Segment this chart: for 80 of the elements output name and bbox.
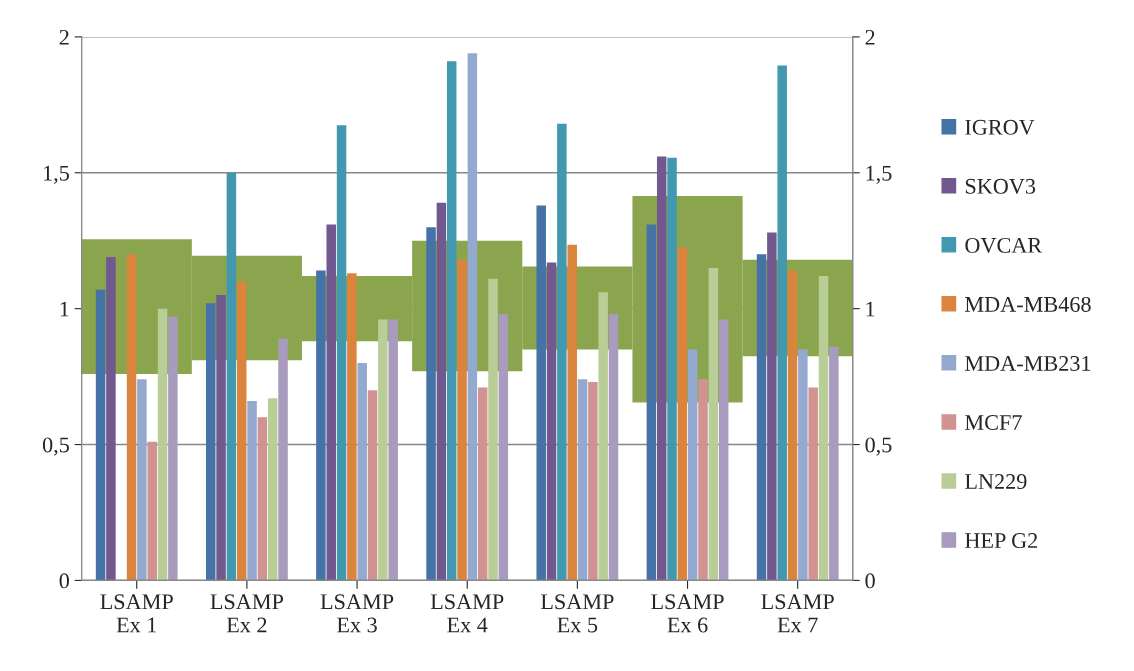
bar	[216, 295, 226, 581]
bar	[168, 316, 178, 581]
bar	[808, 387, 818, 581]
bar	[316, 270, 326, 581]
bar	[756, 254, 767, 581]
legend-label: LN229	[965, 474, 1027, 489]
bar	[205, 303, 216, 581]
bar	[457, 259, 467, 581]
bar	[477, 387, 488, 581]
bar	[708, 267, 719, 581]
bar	[357, 363, 367, 581]
bar	[598, 292, 608, 581]
bar	[367, 390, 378, 581]
bar	[247, 401, 257, 581]
bar	[236, 281, 247, 581]
bar	[646, 224, 657, 581]
y-tick-label: 0	[59, 573, 69, 589]
bar	[257, 417, 268, 581]
bar	[577, 379, 588, 581]
bar	[588, 382, 598, 581]
y2-tick-label: 0,5	[865, 437, 892, 456]
bar	[106, 257, 116, 581]
y2-tick-label: 2	[865, 29, 875, 45]
x-tick-label: LSAMP Ex 6	[651, 594, 724, 633]
y-tick-label: 0,5	[42, 437, 69, 456]
bar	[226, 172, 237, 581]
bar	[798, 349, 808, 581]
x-tick-label: LSAMP Ex 7	[761, 594, 834, 633]
bar	[698, 379, 708, 581]
bar	[426, 227, 436, 581]
x-tick-label: LSAMP Ex 1	[100, 594, 173, 633]
x-tick-label: LSAMP Ex 5	[540, 594, 614, 633]
bar	[536, 205, 546, 581]
bar	[388, 319, 398, 581]
bar	[488, 278, 498, 581]
bar	[829, 346, 839, 581]
bar	[546, 262, 557, 581]
legend-label: MDA-MB231	[965, 355, 1091, 371]
bar	[567, 244, 577, 581]
bar	[267, 398, 278, 581]
y2-tick-label: 0	[865, 573, 875, 589]
legend-label: HEP G2	[965, 533, 1038, 549]
bar	[436, 202, 447, 581]
y2-tick-label: 1,5	[866, 165, 892, 184]
bar	[687, 349, 698, 581]
x-tick-label: LSAMP Ex 2	[210, 594, 284, 633]
bar	[446, 61, 457, 581]
bar	[777, 65, 787, 581]
bar	[378, 319, 388, 581]
bar	[787, 270, 798, 581]
x-tick-label: LSAMP Ex 3	[320, 594, 394, 633]
legend-label: SKOV3	[965, 178, 1036, 194]
bar	[718, 319, 729, 581]
y-tick-label: 2	[59, 29, 69, 45]
bar	[608, 314, 619, 581]
bar	[818, 276, 829, 581]
y2-tick-label: 1	[866, 301, 875, 317]
bar	[467, 53, 478, 581]
bar	[95, 289, 106, 581]
legend-label: MDA-MB468	[965, 296, 1091, 312]
bar	[667, 157, 677, 581]
bar	[767, 232, 777, 581]
bar	[278, 338, 288, 581]
bar	[677, 247, 688, 581]
bar	[147, 441, 157, 581]
legend-label: OVCAR	[965, 237, 1043, 253]
legend-label: IGROV	[965, 119, 1035, 135]
y-tick-label: 1	[60, 301, 69, 317]
bar	[347, 273, 357, 581]
bar	[498, 314, 509, 581]
y-tick-label: 1,5	[44, 165, 69, 184]
bar	[137, 379, 147, 581]
legend-label: MCF7	[965, 415, 1022, 430]
bar	[336, 125, 347, 581]
bar	[326, 224, 336, 581]
bar	[157, 308, 168, 581]
bar	[126, 254, 137, 581]
bar	[656, 156, 667, 581]
x-tick-label: LSAMP Ex 4	[430, 594, 504, 633]
bar	[557, 123, 567, 581]
